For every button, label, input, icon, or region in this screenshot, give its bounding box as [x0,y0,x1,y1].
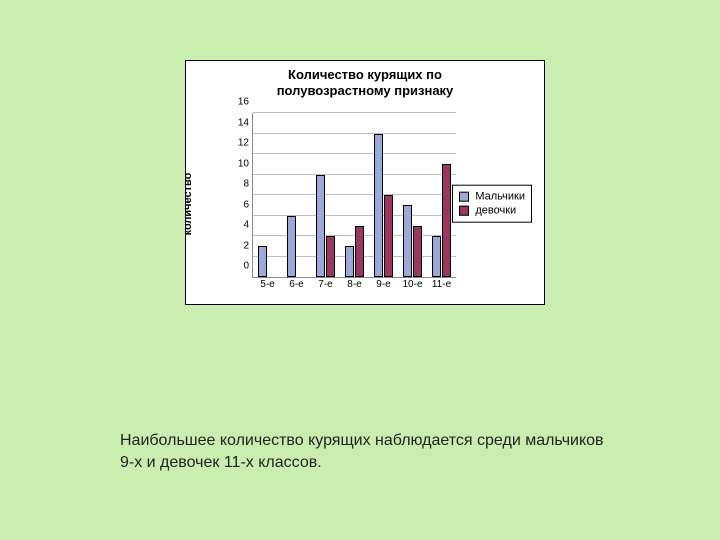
x-tick-label: 6-е [289,279,303,290]
bar [442,164,451,277]
slide: Количество курящих по полувозрастному пр… [0,0,720,540]
legend-swatch [459,191,469,201]
grid-line [253,174,456,175]
y-tick-label: 14 [229,117,249,128]
y-tick-label: 8 [229,179,249,190]
bar [403,205,412,277]
y-tick-label: 16 [229,97,249,108]
bar [287,216,296,278]
bar [355,226,364,277]
x-tick-label: 9-е [376,279,390,290]
plot-wrap: 02468101214165-е6-е7-е8-е9-е10-е11-е [230,113,456,278]
x-tick-label: 7-е [318,279,332,290]
x-tick-label: 11-е [432,279,451,290]
legend-label: Мальчики [475,189,525,203]
legend-item: девочки [459,204,525,218]
bar [316,175,325,278]
caption-text: Наибольшее количество курящих наблюдаетс… [120,430,620,473]
y-tick-label: 4 [229,220,249,231]
y-tick-label: 12 [229,138,249,149]
bar [374,134,383,278]
legend-item: Мальчики [459,189,525,203]
y-tick-label: 0 [229,261,249,272]
grid-line [253,153,456,154]
x-tick-label: 5-е [260,279,274,290]
legend-swatch [459,206,469,216]
legend-label: девочки [475,204,516,218]
grid-line [253,133,456,134]
bar [326,236,335,277]
x-tick-label: 10-е [402,279,422,290]
bar [384,195,393,277]
plot-area: 02468101214165-е6-е7-е8-е9-е10-е11-е [252,113,456,278]
chart-title: Количество курящих по полувозрастному пр… [186,61,544,102]
y-axis-label: количество [182,172,194,235]
bar [258,246,267,277]
chart-title-line2: полувозрастному признаку [277,83,454,98]
x-tick-label: 8-е [347,279,361,290]
y-tick-label: 2 [229,240,249,251]
chart-container: Количество курящих по полувозрастному пр… [185,60,545,305]
bar [413,226,422,277]
bar [345,246,354,277]
y-tick-label: 6 [229,199,249,210]
chart-title-line1: Количество курящих по [288,67,442,82]
y-tick-label: 10 [229,158,249,169]
grid-line [253,215,456,216]
chart-body: количество 02468101214165-е6-е7-е8-е9-е1… [192,109,538,298]
grid-line [253,194,456,195]
grid-line [253,112,456,113]
bar [432,236,441,277]
legend: Мальчикидевочки [452,184,532,223]
